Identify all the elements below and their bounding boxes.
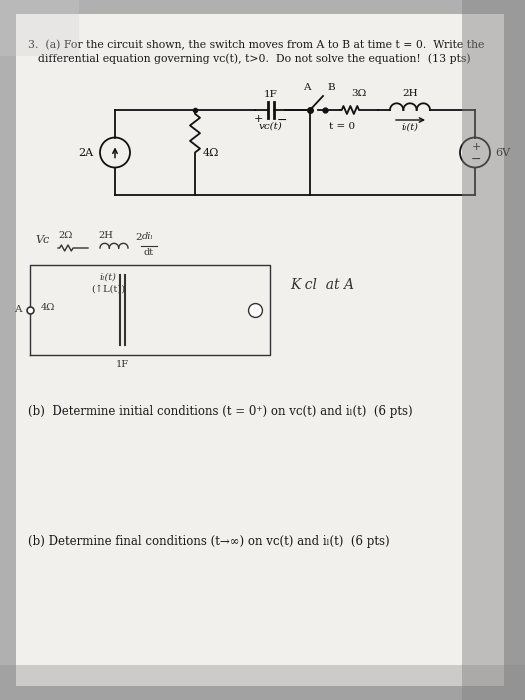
Text: iₗ(t): iₗ(t) <box>402 123 418 132</box>
Text: A: A <box>303 83 311 92</box>
Text: Vᴄ: Vᴄ <box>35 235 49 245</box>
Text: t = 0: t = 0 <box>329 122 355 131</box>
Text: 2H: 2H <box>402 89 418 98</box>
Text: diₗ: diₗ <box>142 232 154 241</box>
Text: 4Ω: 4Ω <box>203 148 219 158</box>
Text: (b) Determine final conditions (t→∞) on vᴄ(t) and iₗ(t)  (6 pts): (b) Determine final conditions (t→∞) on … <box>28 535 390 548</box>
Text: iₗ(t): iₗ(t) <box>100 273 117 282</box>
Text: −: − <box>471 153 481 166</box>
Text: 2A: 2A <box>78 148 93 158</box>
Text: B: B <box>327 83 334 92</box>
Text: dt: dt <box>143 248 153 257</box>
Text: 2H: 2H <box>98 231 113 240</box>
Text: (b)  Determine initial conditions (t = 0⁺) on vᴄ(t) and iₗ(t)  (6 pts): (b) Determine initial conditions (t = 0⁺… <box>28 405 413 418</box>
Text: 3Ω: 3Ω <box>351 89 366 98</box>
Text: +: + <box>471 141 481 151</box>
Text: vᴄ(t): vᴄ(t) <box>258 122 282 131</box>
Text: 6V: 6V <box>495 148 510 158</box>
Text: A: A <box>15 305 22 314</box>
Text: 2: 2 <box>135 233 142 242</box>
Text: −: − <box>277 114 287 127</box>
Text: 4Ω: 4Ω <box>41 304 55 312</box>
Text: 6V: 6V <box>249 306 260 314</box>
Text: 1F: 1F <box>116 360 129 369</box>
Text: 1F: 1F <box>264 90 278 99</box>
Text: (↑L(t)): (↑L(t)) <box>91 285 125 294</box>
Text: differential equation governing vᴄ(t), t>0.  Do not solve the equation!  (13 pts: differential equation governing vᴄ(t), t… <box>38 53 470 64</box>
Text: K cl  at A: K cl at A <box>290 278 354 292</box>
Text: 3.  (a) For the circuit shown, the switch moves from A to B at time t = 0.  Writ: 3. (a) For the circuit shown, the switch… <box>28 40 485 50</box>
Text: 2Ω: 2Ω <box>58 231 72 240</box>
Text: +: + <box>253 114 262 124</box>
